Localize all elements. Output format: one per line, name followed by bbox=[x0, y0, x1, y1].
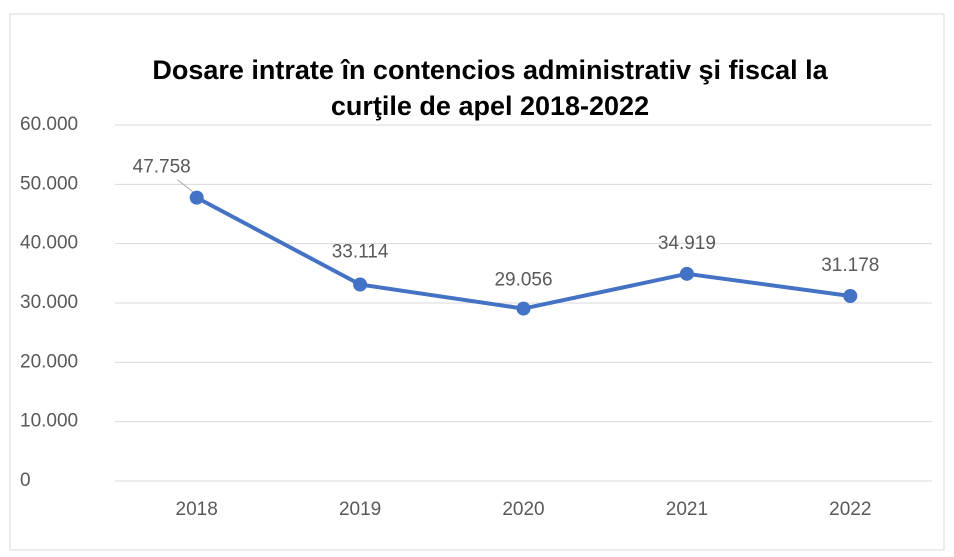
y-tick-label: 30.000 bbox=[20, 292, 78, 313]
marker bbox=[189, 190, 204, 205]
data-label: 34.919 bbox=[658, 233, 716, 254]
y-tick-label: 0 bbox=[20, 470, 31, 491]
x-tick-label: 2018 bbox=[176, 499, 218, 520]
chart-title: Dosare intrate în contencios administrat… bbox=[152, 55, 828, 121]
y-tick-label: 10.000 bbox=[20, 411, 78, 432]
marker bbox=[516, 301, 531, 316]
marker bbox=[843, 289, 858, 304]
data-label: 33.114 bbox=[332, 242, 389, 263]
chart-frame bbox=[9, 13, 945, 551]
x-tick-label: 2022 bbox=[829, 499, 871, 520]
y-tick-label: 40.000 bbox=[20, 233, 78, 254]
data-label: 31.178 bbox=[821, 255, 879, 276]
data-label: 47.758 bbox=[133, 157, 191, 178]
leader-line bbox=[176, 179, 194, 193]
marker bbox=[353, 277, 368, 292]
x-tick-label: 2021 bbox=[666, 499, 708, 520]
y-tick-label: 50.000 bbox=[20, 173, 78, 194]
x-tick-label: 2020 bbox=[502, 499, 544, 520]
marker bbox=[679, 266, 694, 281]
data-label: 29.056 bbox=[494, 270, 552, 291]
y-tick-label: 60.000 bbox=[20, 114, 78, 135]
x-tick-label: 2019 bbox=[339, 499, 381, 520]
y-tick-label: 20.000 bbox=[20, 351, 78, 372]
